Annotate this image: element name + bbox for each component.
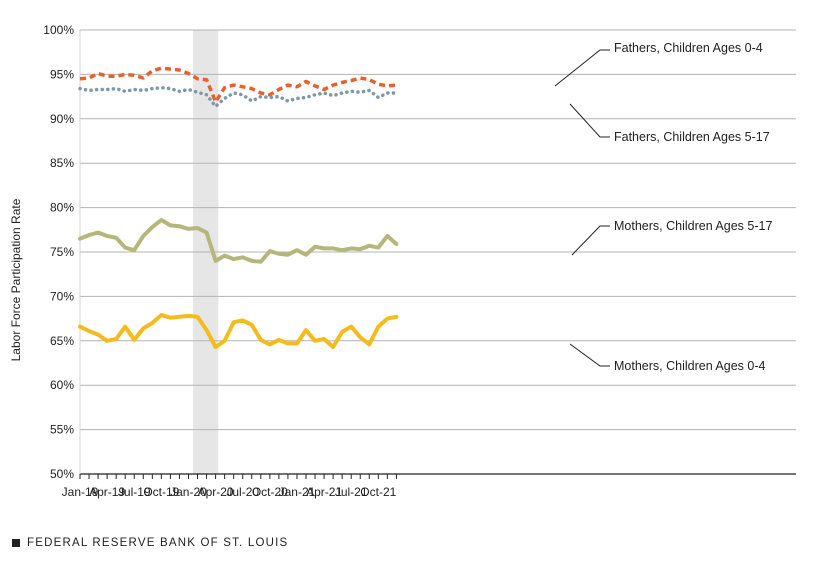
x-tick-label: Oct-21	[360, 485, 396, 499]
y-tick-label: 95%	[50, 67, 74, 81]
annotation-mothers-5-17-leader	[571, 225, 610, 256]
annotations: Fathers, Children Ages 0-4 Fathers, Child…	[554, 41, 772, 373]
annotation-fathers-0-4-leader	[554, 49, 610, 87]
x-tick-label: Oct-19	[143, 485, 179, 499]
x-tick-label: Oct-20	[252, 485, 288, 499]
x-tick-label: Apr-19	[89, 485, 125, 499]
x-tick-label: Jul-20	[226, 485, 259, 499]
y-tick-label: 75%	[50, 245, 74, 259]
y-tick-label: 85%	[50, 156, 74, 170]
y-tick-label: 70%	[50, 289, 74, 303]
y-tick-label: 80%	[50, 201, 74, 215]
series-fathers-5-17-line	[78, 85, 399, 109]
x-tick-label: Jan-19	[62, 485, 99, 499]
series-mothers-0-4-line	[78, 313, 399, 349]
x-tick-label: Jan-20	[170, 485, 207, 499]
annotation-mothers-0-4-leader	[569, 343, 610, 367]
y-tick-label: 100%	[43, 23, 74, 37]
x-tick-label: Jan-21	[279, 485, 316, 499]
square-icon	[12, 539, 20, 547]
gridlines	[80, 29, 796, 431]
y-tick-label: 90%	[50, 112, 74, 126]
y-tick-label: 65%	[50, 334, 74, 348]
annotation-mothers-0-4-label: Mothers, Children Ages 0-4	[614, 359, 766, 373]
x-tick-label: Apr-20	[198, 485, 234, 499]
series-mothers-5-17-line	[78, 218, 399, 264]
x-axis: Jan-19Apr-19Jul-19Oct-19Jan-20Apr-20Jul-…	[62, 30, 796, 499]
y-tick-label: 55%	[50, 423, 74, 437]
x-tick-label: Jul-19	[118, 485, 151, 499]
annotation-fathers-5-17-label: Fathers, Children Ages 5-17	[614, 130, 770, 144]
y-tick-label: 50%	[50, 467, 74, 481]
x-tick-label: Jul-21	[335, 485, 368, 499]
y-axis-ticks: 50% 55% 60% 65% 70% 75% 80% 85% 90% 95% 100%	[43, 23, 74, 481]
annotation-mothers-5-17-label: Mothers, Children Ages 5-17	[614, 219, 772, 233]
y-tick-label: 60%	[50, 378, 74, 392]
y-axis-label: Labor Force Participation Rate	[9, 198, 23, 361]
series-fathers-0-4-line	[79, 66, 397, 104]
source-text: FEDERAL RESERVE BANK OF ST. LOUIS	[27, 537, 289, 549]
x-tick-label: Apr-21	[306, 485, 342, 499]
series-group	[78, 66, 399, 349]
source-credit: FEDERAL RESERVE BANK OF ST. LOUIS	[12, 537, 288, 549]
annotation-fathers-5-17-leader	[569, 103, 610, 138]
annotation-fathers-0-4-label: Fathers, Children Ages 0-4	[614, 41, 763, 55]
